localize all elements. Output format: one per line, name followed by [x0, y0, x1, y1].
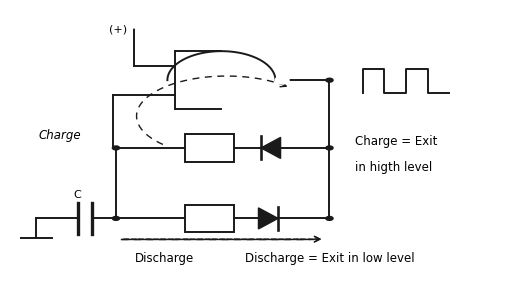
Text: Discharge = Exit in low level: Discharge = Exit in low level [244, 252, 414, 265]
Text: Charge = Exit: Charge = Exit [355, 135, 437, 147]
Text: in higth level: in higth level [355, 161, 433, 174]
Text: Discharge: Discharge [135, 252, 194, 265]
Polygon shape [261, 137, 281, 158]
Circle shape [326, 146, 333, 150]
Text: Charge: Charge [39, 129, 82, 142]
Circle shape [326, 78, 333, 82]
Circle shape [112, 146, 120, 150]
Circle shape [127, 21, 140, 28]
Circle shape [112, 217, 120, 220]
Circle shape [326, 217, 333, 220]
Polygon shape [258, 208, 278, 229]
Bar [186, 134, 235, 162]
Text: C: C [73, 190, 81, 200]
Text: (+): (+) [110, 24, 127, 34]
Bar [186, 204, 235, 232]
Circle shape [276, 77, 289, 84]
